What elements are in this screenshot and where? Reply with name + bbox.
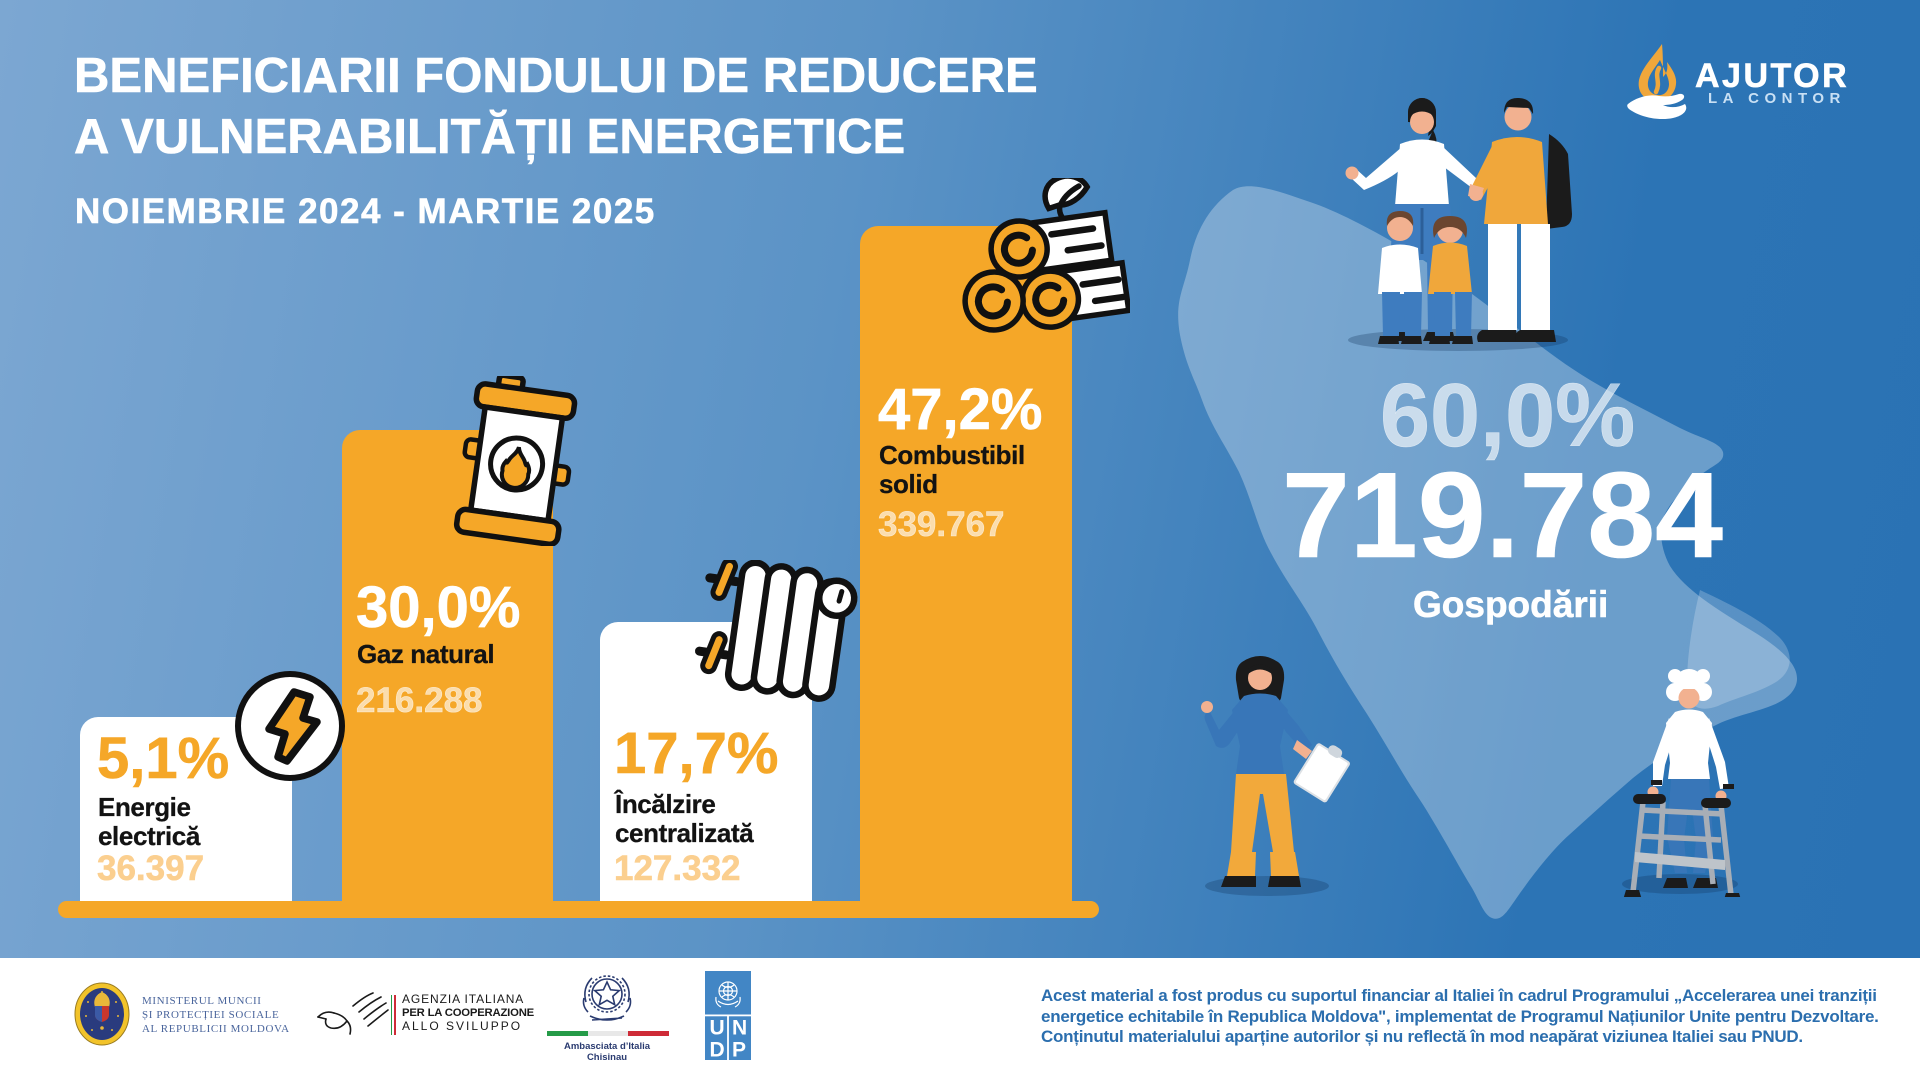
- svg-text:N: N: [732, 1017, 747, 1040]
- svg-text:P: P: [732, 1039, 746, 1061]
- svg-text:U: U: [710, 1017, 725, 1040]
- svg-text:D: D: [710, 1039, 725, 1061]
